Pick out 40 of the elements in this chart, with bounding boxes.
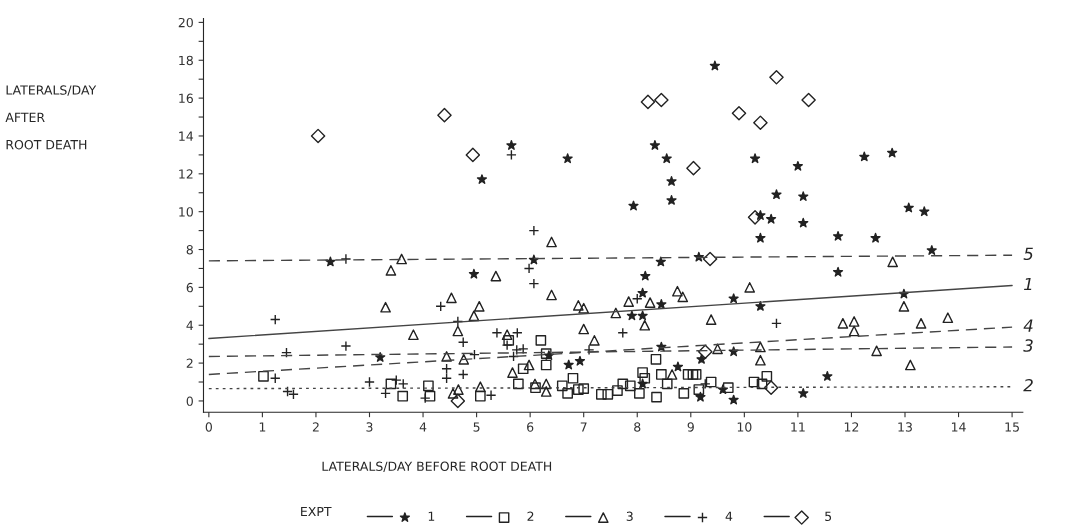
y-tick-label: 10 (179, 207, 193, 217)
x-tick-label: 6 (527, 422, 534, 432)
y-tick-label: 4 (186, 320, 194, 330)
x-tick-label: 8 (634, 422, 641, 432)
y-tick-label: 2 (186, 358, 193, 368)
x-tick-label: 12 (844, 422, 859, 432)
text: 1 (1024, 277, 1032, 291)
legend-label: 3 (626, 511, 633, 521)
x-tick-label: 1 (259, 422, 266, 432)
y-tick-label: 20 (178, 17, 193, 28)
text: LATERALS/DAY AFTER ROOT DEATH (5, 85, 97, 150)
x-tick-label: 9 (687, 422, 694, 432)
legend-label: 1 (428, 511, 435, 521)
y-tick-label: 18 (179, 55, 193, 66)
x-tick-label: 2 (312, 422, 319, 432)
legend-title: EXPT (301, 506, 332, 517)
x-tick-label: 7 (580, 422, 587, 432)
text: 3 (1023, 339, 1033, 352)
x-tick-label: 0 (205, 422, 212, 432)
y-tick-label: 16 (179, 93, 193, 104)
x-tick-label: 5 (473, 422, 480, 432)
x-tick-label: 13 (898, 422, 912, 432)
x-tick-label: 4 (419, 422, 427, 432)
x-tick-label: 11 (791, 422, 805, 432)
x-tick-label: 14 (951, 422, 966, 432)
x-tick-label: 10 (737, 422, 752, 432)
legend-label: 4 (725, 511, 733, 521)
text: 4 (1023, 319, 1033, 332)
x-axis-title: LATERALS/DAY BEFORE ROOT DEATH (322, 461, 552, 472)
y-tick-label: 8 (186, 245, 193, 255)
x-tick-label: 3 (366, 422, 373, 432)
x-tick-label: 15 (1005, 422, 1019, 432)
y-tick-label: 14 (179, 131, 194, 141)
y-tick-label: 6 (186, 282, 193, 293)
y-tick-label: 0 (186, 396, 193, 406)
legend-label: 5 (825, 511, 832, 521)
y-tick-label: 12 (179, 169, 193, 179)
text: 2 (1023, 378, 1033, 392)
text: 5 (1023, 247, 1033, 261)
legend-label: 2 (527, 511, 534, 521)
